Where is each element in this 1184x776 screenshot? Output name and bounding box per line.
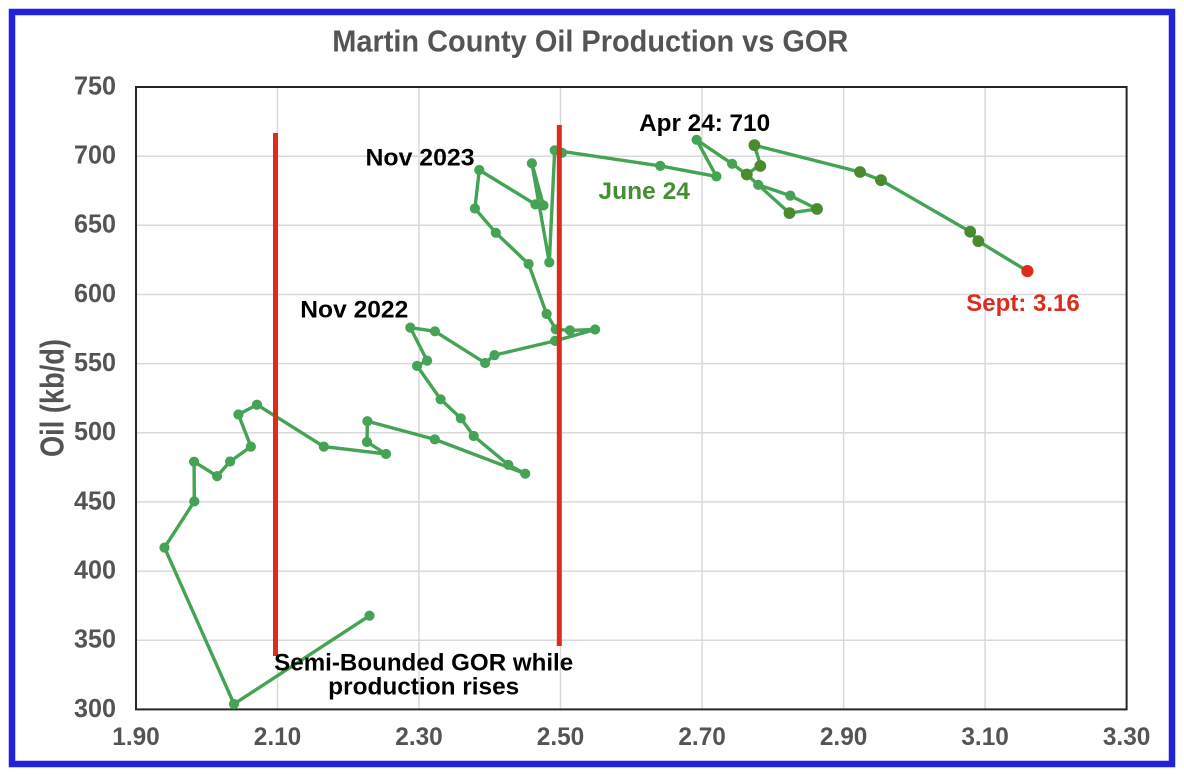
svg-text:1.90: 1.90 [112,723,160,751]
svg-text:2.90: 2.90 [820,723,868,751]
svg-text:2.10: 2.10 [254,723,302,751]
svg-text:2.50: 2.50 [537,723,585,751]
svg-text:650: 650 [74,209,116,239]
svg-text:600: 600 [74,278,116,308]
svg-text:450: 450 [74,485,116,515]
svg-text:Nov 2023: Nov 2023 [366,145,475,172]
svg-text:production rises: production rises [328,674,519,701]
svg-text:Oil (kb/d): Oil (kb/d) [34,339,71,457]
svg-text:Apr 24: 710: Apr 24: 710 [639,110,770,137]
svg-text:750: 750 [74,70,116,100]
svg-text:350: 350 [74,624,116,654]
svg-text:550: 550 [74,347,116,377]
svg-text:Nov 2022: Nov 2022 [300,297,408,324]
svg-text:500: 500 [74,416,116,446]
svg-text:300: 300 [74,693,116,723]
svg-text:Semi-Bounded GOR while: Semi-Bounded GOR while [274,650,573,677]
svg-text:3.10: 3.10 [961,723,1009,751]
svg-text:June 24: June 24 [598,178,690,205]
svg-text:Martin County Oil Production v: Martin County Oil Production vs GOR [332,23,848,58]
svg-text:400: 400 [74,555,116,585]
svg-text:2.70: 2.70 [678,723,726,751]
svg-text:Sept: 3.16: Sept: 3.16 [966,290,1079,317]
svg-text:3.30: 3.30 [1103,723,1151,751]
svg-text:700: 700 [74,140,116,170]
svg-text:2.30: 2.30 [395,723,443,751]
